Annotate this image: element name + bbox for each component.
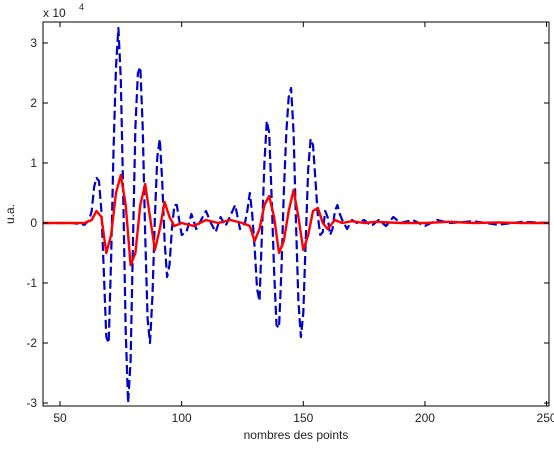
series-line-2: [43, 173, 549, 267]
y-tick-label: -3: [26, 396, 37, 410]
y-tick-label: 1: [30, 156, 37, 170]
y-tick-label: -1: [26, 276, 37, 290]
x-tick-label: 150: [293, 411, 313, 425]
y-tick-label: -2: [26, 336, 37, 350]
y-tick-label: 3: [30, 36, 37, 50]
x-tick-label: 100: [172, 411, 192, 425]
x-axis-label: nombres des points: [244, 428, 349, 442]
x-tick-label: 50: [53, 411, 67, 425]
series-line-1: [43, 26, 549, 405]
chart-plot-area: [43, 26, 549, 405]
x-tick-label: 200: [415, 411, 435, 425]
x-axis-ticks: 50 100 150 200 250: [53, 22, 554, 425]
y-exponent-power: 4: [79, 2, 84, 12]
y-axis-ticks: -3 -2 -1 0 1 2 3: [26, 36, 549, 410]
y-axis-label: u.a.: [3, 204, 17, 224]
y-exponent-label: x 10: [43, 6, 66, 20]
axes-frame: [42, 21, 550, 407]
y-tick-label: 0: [30, 216, 37, 230]
y-tick-label: 2: [30, 96, 37, 110]
x-tick-label: 250: [537, 411, 554, 425]
